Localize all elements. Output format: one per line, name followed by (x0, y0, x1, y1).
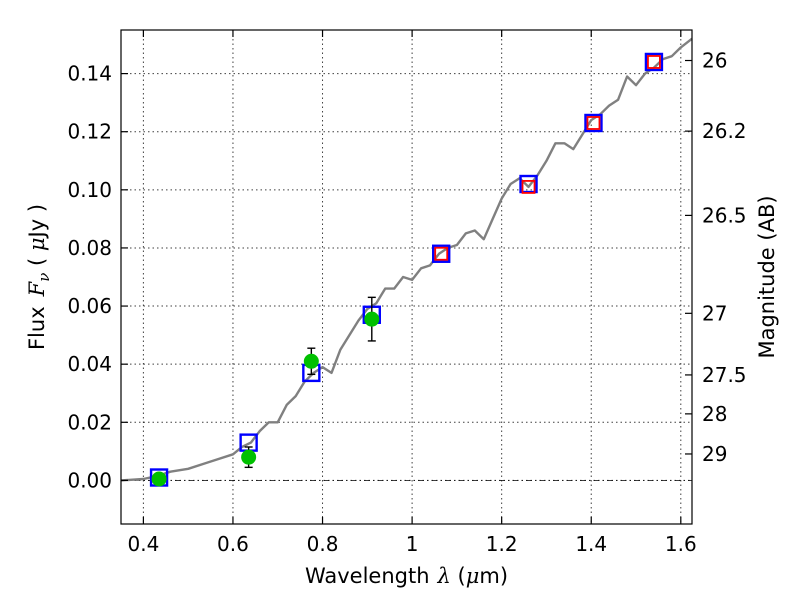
photometry-square (434, 246, 449, 261)
x-tick-label: 1.2 (486, 532, 518, 556)
photometry-square (586, 116, 601, 130)
x-tick-label: 0.8 (307, 532, 339, 556)
photometry-square (521, 180, 536, 194)
x-tick-label: 1.6 (665, 532, 697, 556)
model-photometry-square (519, 174, 538, 194)
plot-frame (120, 29, 693, 525)
x-tick-label: 1.4 (575, 532, 607, 556)
y-tick-label: 0.02 (67, 410, 112, 434)
y-tick-label: 0.14 (67, 62, 112, 86)
measured-flux-point (241, 449, 257, 465)
right-axis-tick-label: 26 (702, 49, 727, 73)
right-axis-tick-label: 27 (702, 301, 727, 325)
y-tick-label: 0.00 (67, 468, 112, 492)
right-axis-tick-label: 27.5 (702, 363, 747, 387)
photometry-square (647, 55, 661, 69)
y-tick-label: 0.04 (67, 352, 112, 376)
measured-flux-point (364, 311, 380, 327)
y-tick-label: 0.06 (67, 294, 112, 318)
model-photometry-square (584, 113, 603, 133)
right-axis-tick-label: 29 (702, 442, 727, 466)
ticks: 0.4 0.6 0.8 1 1.2 1.4 1.6 0.00 0.02 0.04 0.06 0.08 0… (67, 30, 747, 556)
x-tick-label: 0.4 (127, 532, 159, 556)
right-axis-tick-label: 26.2 (702, 119, 747, 143)
x-tick-label: 1 (406, 532, 419, 556)
right-axis-tick-label: 26.5 (702, 203, 747, 227)
markers (149, 52, 664, 487)
y-tick-label: 0.12 (67, 120, 112, 144)
x-axis-label: Wavelength λ (μm) (305, 564, 508, 588)
y-tick-label: 0.10 (67, 178, 112, 202)
measured-flux-point (151, 471, 167, 487)
x-tick-label: 0.6 (217, 532, 249, 556)
model-photometry-square (432, 244, 451, 263)
model-photometry-square (644, 52, 664, 72)
y-tick-label: 0.08 (67, 236, 112, 260)
y-axis-label: FluxFν ( μJy ) (25, 204, 53, 350)
right-axis-tick-label: 28 (702, 402, 727, 426)
right-axis-label: Magnitude (AB) (755, 195, 779, 358)
measured-flux-point (303, 353, 319, 369)
